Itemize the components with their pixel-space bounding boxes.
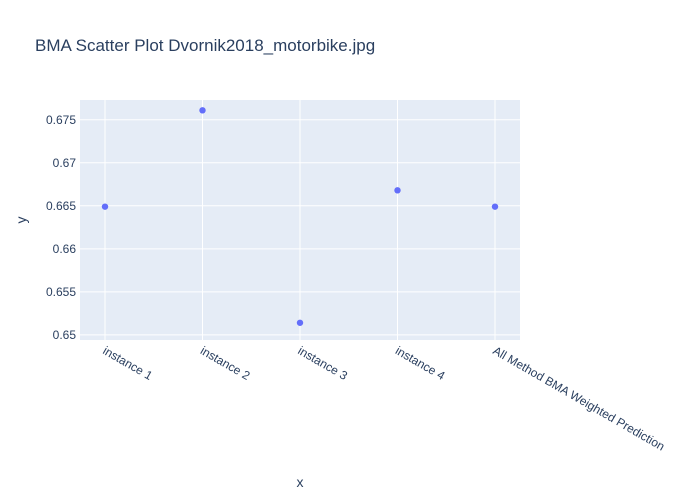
data-point [491, 203, 499, 210]
x-tick-labels: instance 1 instance 2 instance 3 instance 4… [101, 343, 668, 453]
x-tick-label: All Method BMA Weighted Prediction [491, 343, 668, 453]
data-point [101, 203, 109, 210]
x-tick-label: instance 1 [101, 343, 156, 383]
data-point [199, 107, 206, 114]
x-tick-label: instance 4 [393, 343, 448, 383]
chart-title: BMA Scatter Plot Dvornik2018_motorbike.j… [35, 36, 375, 55]
grid-lines [80, 100, 520, 340]
x-tick-label: instance 2 [198, 343, 253, 383]
y-tick-labels: 0.65 0.655 0.66 0.665 0.67 0.675 [46, 113, 76, 342]
y-axis-title: y [13, 217, 29, 224]
x-tick-label: instance 3 [296, 343, 351, 383]
data-point [394, 187, 401, 194]
data-point [296, 319, 304, 326]
x-axis-title: x [297, 474, 304, 490]
data-points [101, 107, 499, 326]
y-tick-label: 0.66 [53, 242, 77, 256]
y-tick-label: 0.675 [46, 113, 76, 127]
y-tick-label: 0.67 [53, 156, 77, 170]
y-tick-label: 0.665 [46, 199, 76, 213]
y-tick-label: 0.65 [53, 328, 77, 342]
y-tick-label: 0.655 [46, 285, 76, 299]
